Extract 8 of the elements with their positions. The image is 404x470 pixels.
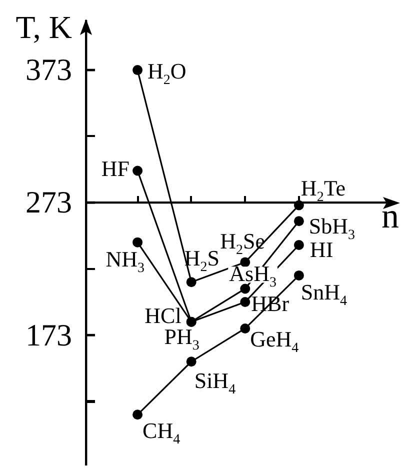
y-tick-label: 173 [26,317,72,352]
annotation: HCl [144,303,182,328]
y-axis-title: T, K [16,9,72,45]
y-tick-label: 273 [26,184,72,220]
x-axis-title: n [382,196,399,236]
annotation: HF [101,156,130,182]
y-tick-label: 373 [26,52,72,88]
annotation: HI [310,237,334,262]
